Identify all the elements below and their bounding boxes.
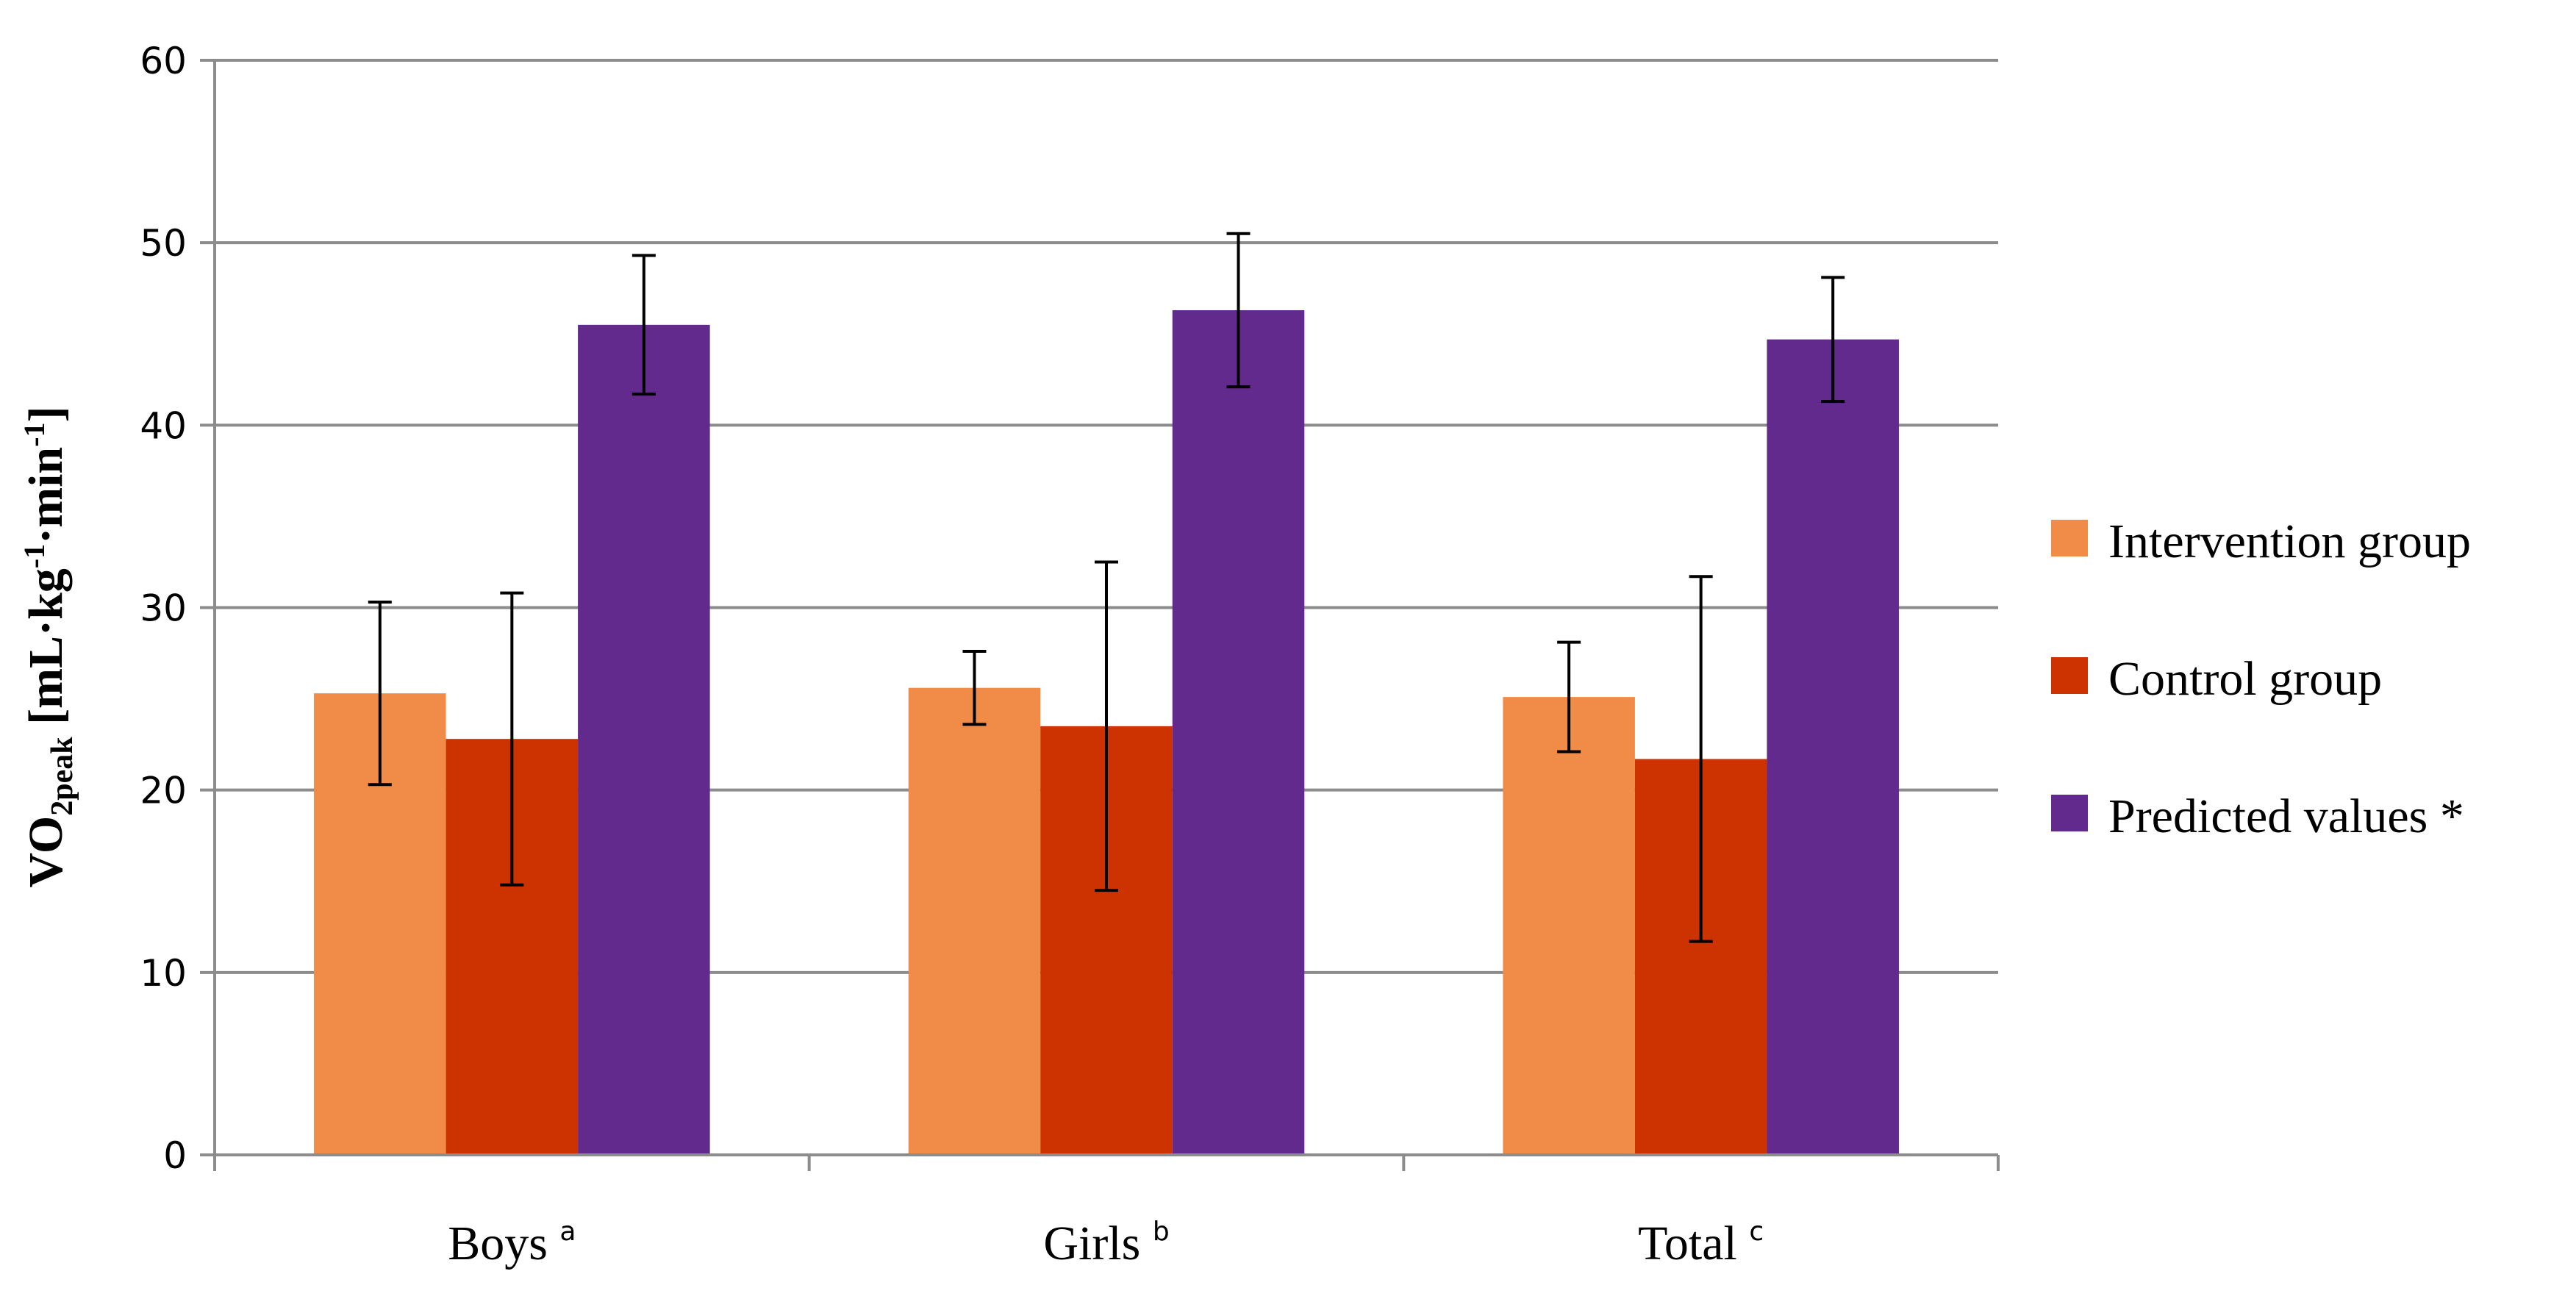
- error-bars: [368, 232, 1845, 943]
- y-axis-label-main: VO: [19, 816, 73, 888]
- bar-intervention-group-girls: [908, 687, 1041, 1155]
- category-label-boys: Boys a: [448, 1217, 576, 1270]
- legend-swatch: [2051, 520, 2088, 556]
- x-axis-labels: Boys a Girls b Total c: [448, 1217, 1764, 1270]
- y-axis-label-unit-close: ]: [19, 407, 73, 423]
- y-axis-label-unit-open: [mL·kg: [19, 568, 73, 737]
- legend-label: Control group: [2108, 652, 2382, 706]
- bar-intervention-group-total: [1503, 697, 1635, 1155]
- y-axis-ticks: 0 10 20 30 40 50 60: [140, 40, 215, 1177]
- y-axis-label-exponent-2: -1: [18, 423, 51, 447]
- y-tick-label: 20: [140, 770, 187, 812]
- y-tick-label: 0: [163, 1134, 187, 1177]
- bar-predicted-values-girls: [1172, 309, 1305, 1156]
- y-tick-label: 30: [140, 587, 187, 630]
- axes: [213, 60, 2000, 1171]
- bar-predicted-values-boys: [578, 324, 710, 1155]
- y-tick-label: 40: [140, 404, 187, 447]
- legend-label: Intervention group: [2108, 515, 2471, 568]
- bars: [314, 309, 1899, 1156]
- y-axis-label-exponent-1: -1: [18, 544, 51, 568]
- y-axis-label: VO2peak [mL·kg-1·min-1]: [18, 407, 79, 888]
- y-axis-label-subscript: 2peak: [46, 737, 79, 816]
- y-tick-label: 60: [140, 40, 187, 82]
- legend-swatch: [2051, 795, 2088, 831]
- bar-predicted-values-total: [1767, 339, 1899, 1155]
- y-tick-label: 50: [140, 222, 187, 265]
- category-label-girls: Girls b: [1043, 1217, 1169, 1270]
- y-tick-label: 10: [140, 952, 187, 995]
- legend-label: Predicted values *: [2108, 790, 2464, 843]
- category-label-total: Total c: [1638, 1217, 1764, 1270]
- legend: Intervention group Control group Predicted…: [2051, 515, 2471, 843]
- legend-swatch: [2051, 657, 2088, 694]
- y-axis-label-unit-mid: ·min: [19, 447, 73, 544]
